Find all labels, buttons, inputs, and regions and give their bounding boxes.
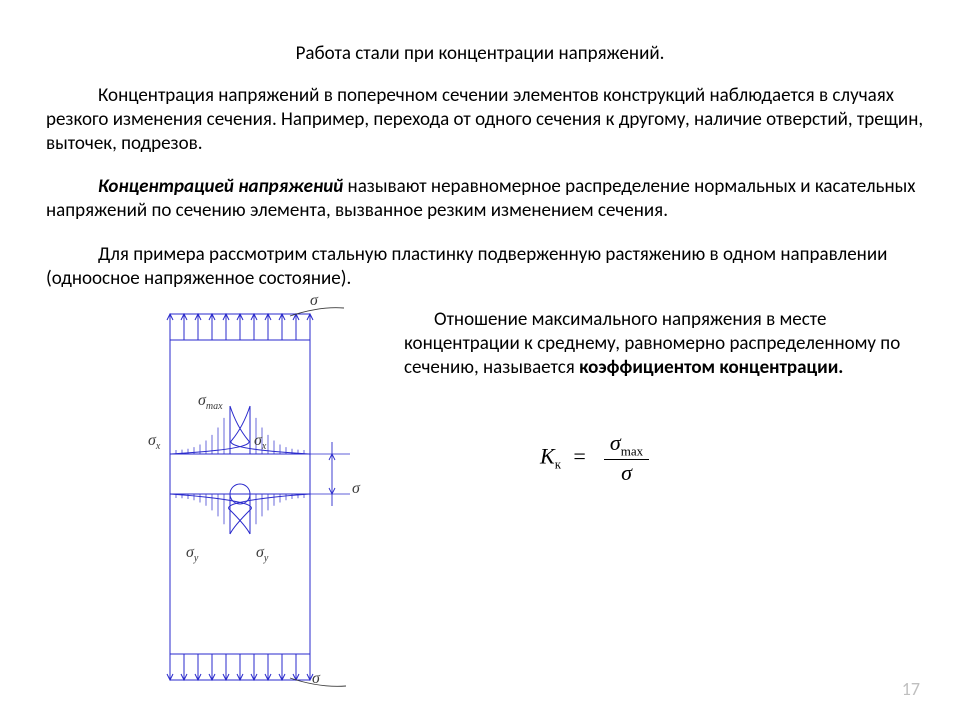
label-sigma-y-right: σy — [256, 544, 268, 564]
formula-eq: = — [572, 443, 587, 468]
label-sigma-dim: σ — [352, 480, 360, 498]
page-title: Работа стали при концентрации напряжений… — [0, 42, 960, 65]
formula-concentration-coefficient: Kк = σmax σ — [540, 430, 649, 486]
paragraph-intro: Концентрация напряжений в поперечном сеч… — [46, 84, 926, 155]
formula-num-sym: σ — [610, 430, 621, 455]
label-sigma-y-left: σy — [186, 544, 198, 564]
label-sigma-x-left: σx — [148, 432, 160, 452]
page: Работа стали при концентрации напряжений… — [0, 0, 960, 720]
side-bold: коэффициентом концентрации. — [579, 356, 843, 379]
label-sigma-x-right: σx — [254, 432, 266, 452]
formula-fraction: σmax σ — [604, 430, 649, 486]
paragraph-definition: Концентрацией напряжений называют неравн… — [46, 175, 926, 223]
diagram-svg — [130, 296, 390, 696]
page-number: 17 — [902, 678, 920, 700]
formula-lhs-sub: к — [555, 457, 561, 472]
stress-diagram: σ σ σmax σx σx σy σy σ — [130, 296, 390, 696]
definition-term: Концентрацией напряжений — [98, 175, 343, 198]
formula-num-sub: max — [621, 443, 643, 458]
paragraph-example: Для примера рассмотрим стальную пластинк… — [46, 243, 926, 291]
side-paragraph: Отношение максимального напряжения в мес… — [404, 308, 914, 379]
formula-lhs-symbol: K — [540, 443, 555, 468]
label-sigma-top: σ — [310, 292, 318, 310]
label-sigma-max: σmax — [198, 392, 223, 412]
formula-den-sym: σ — [621, 460, 632, 485]
label-sigma-bottom: σ — [312, 670, 320, 688]
